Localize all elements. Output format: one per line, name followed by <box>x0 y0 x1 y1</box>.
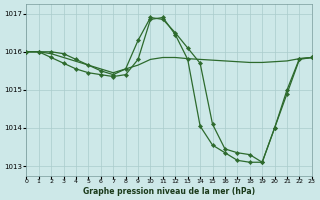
X-axis label: Graphe pression niveau de la mer (hPa): Graphe pression niveau de la mer (hPa) <box>83 187 255 196</box>
